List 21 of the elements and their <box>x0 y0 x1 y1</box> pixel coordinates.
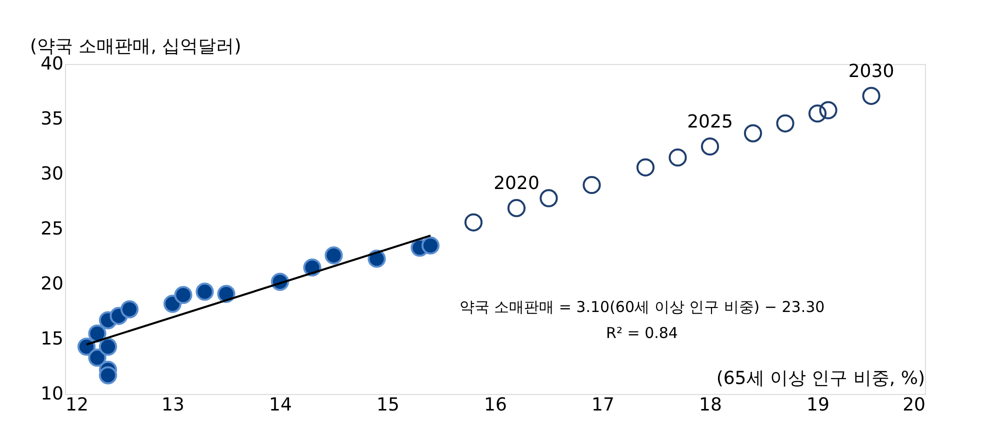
annotation: 2020 <box>494 173 540 194</box>
x-tick-label: 19 <box>806 394 830 416</box>
y-tick-label: 20 <box>40 274 64 294</box>
annotation: 2025 <box>687 112 733 132</box>
y-tick-label: 15 <box>40 328 64 350</box>
y-tick-label: 30 <box>40 164 64 184</box>
y-tick-label: 25 <box>40 218 64 240</box>
x-tick-label: 16 <box>484 394 507 416</box>
x-tick-label: 18 <box>699 394 722 416</box>
x-tick-label: 12 <box>66 394 88 416</box>
annotation: 2030 <box>848 60 894 82</box>
x-tick-label: 20 <box>902 394 926 416</box>
annotation: R² = 0.84 <box>606 324 678 342</box>
x-tick-label: 15 <box>376 394 400 416</box>
annotation: 약국 소매판매 = 3.10(60세 이상 인구 비중) − 23.30 <box>459 298 825 316</box>
x-tick-label: 13 <box>162 394 184 416</box>
x-axis-title: (65세 이상 인구 비중, %) <box>716 368 925 389</box>
y-tick-label: 10 <box>40 384 64 404</box>
y-tick-label: 35 <box>40 108 64 130</box>
x-tick-label: 17 <box>592 394 614 416</box>
x-tick-label: 14 <box>269 394 292 416</box>
